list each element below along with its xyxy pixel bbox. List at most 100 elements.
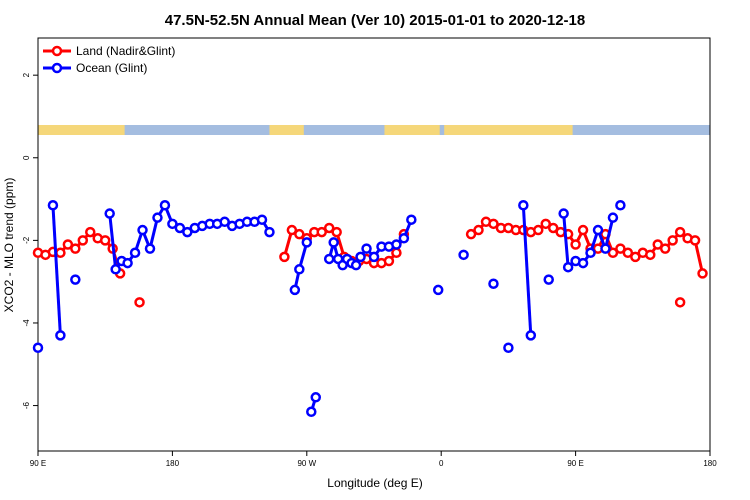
x-tick-label: 90 E: [30, 459, 46, 468]
series-line: [108, 203, 271, 271]
data-point: [331, 226, 342, 238]
chart-title: 47.5N-52.5N Annual Mean (Ver 10) 2015-01…: [165, 12, 585, 29]
y-axis-label: XCO2 - MLO trend (ppm): [2, 178, 16, 313]
x-tick-label: 180: [166, 459, 180, 468]
data-point: [279, 251, 290, 263]
data-point: [473, 224, 484, 236]
x-tick-label: 180: [703, 459, 717, 468]
y-axis: 2 0 -2 -4 -6: [22, 72, 38, 409]
data-point: [310, 392, 322, 403]
strip-land: [38, 125, 125, 135]
data-point: [55, 330, 66, 341]
data-point: [667, 235, 678, 246]
data-point: [323, 253, 335, 265]
data-point: [547, 222, 559, 234]
data-point: [219, 216, 230, 228]
x-tick-label: 90 W: [297, 459, 316, 468]
series-land: [32, 216, 708, 308]
data-point: [350, 259, 362, 271]
data-point: [355, 251, 366, 263]
x-axis: 90 E 180 90 W 0 90 E 180: [30, 451, 717, 468]
data-point: [77, 235, 89, 246]
data-point: [134, 297, 145, 308]
data-point: [167, 218, 178, 230]
data-point: [558, 208, 569, 219]
data-point: [286, 224, 298, 236]
legend-land-label: Land (Nadir&Glint): [76, 44, 175, 58]
data-point: [697, 268, 708, 279]
data-point: [391, 247, 402, 259]
strip-land: [384, 125, 440, 135]
y-tick-label: -4: [22, 319, 31, 327]
data-point: [592, 224, 604, 236]
data-point: [540, 218, 551, 230]
data-point: [85, 226, 96, 238]
data-point: [99, 235, 111, 246]
data-point: [316, 226, 327, 238]
data-point: [361, 243, 372, 254]
data-point: [458, 249, 469, 261]
x-axis-label: Longitude (deg E): [327, 476, 422, 490]
data-point: [289, 284, 301, 296]
legend-land-marker: [51, 45, 63, 57]
data-point: [432, 284, 444, 296]
data-point: [585, 247, 596, 259]
data-point: [152, 212, 163, 223]
data-point: [104, 208, 115, 219]
plot-frame: [37, 37, 711, 452]
data-point: [652, 239, 663, 250]
data-point: [406, 214, 417, 225]
data-point: [328, 237, 339, 248]
data-point: [607, 212, 619, 223]
x-tick-label: 0: [439, 459, 444, 468]
data-point: [144, 243, 156, 254]
data-point: [159, 200, 171, 211]
data-point: [32, 342, 44, 353]
data-point: [577, 224, 589, 236]
data-point: [383, 255, 395, 267]
y-tick-label: 0: [22, 155, 31, 160]
legend-ocean-marker: [51, 62, 63, 74]
data-point: [47, 200, 59, 211]
data-point: [689, 235, 701, 246]
land-ocean-strip: [38, 125, 710, 135]
data-point: [562, 261, 574, 273]
data-point: [659, 243, 671, 254]
data-point: [615, 200, 626, 211]
data-point: [488, 218, 499, 230]
data-point: [182, 226, 193, 238]
data-point: [645, 249, 656, 261]
data-point: [391, 239, 402, 250]
strip-land: [269, 125, 304, 135]
strip-ocean: [38, 125, 710, 135]
data-point: [62, 239, 74, 250]
data-point: [301, 237, 313, 248]
series-ocean: [32, 200, 626, 418]
data-point: [323, 222, 335, 234]
x-tick-label: 90 E: [567, 459, 583, 468]
data-point: [306, 406, 317, 418]
data-point: [70, 274, 81, 285]
data-point: [674, 297, 686, 308]
data-point: [518, 200, 529, 211]
data-point: [256, 214, 268, 225]
legend: Land (Nadir&Glint) Ocean (Glint): [43, 44, 175, 75]
data-point: [294, 264, 305, 275]
data-point: [137, 224, 148, 236]
y-tick-label: -6: [22, 401, 31, 409]
legend-ocean-label: Ocean (Glint): [76, 61, 147, 75]
data-point: [630, 251, 641, 263]
data-point: [577, 257, 589, 269]
series-layer: [32, 200, 708, 418]
y-tick-label: -2: [22, 236, 31, 244]
data-point: [674, 226, 686, 238]
data-point: [129, 247, 141, 259]
data-point: [294, 228, 305, 240]
data-point: [110, 264, 121, 275]
data-point: [533, 224, 544, 236]
data-point: [55, 247, 66, 259]
data-point: [465, 228, 477, 240]
data-point: [615, 243, 626, 254]
series-line: [51, 205, 62, 336]
